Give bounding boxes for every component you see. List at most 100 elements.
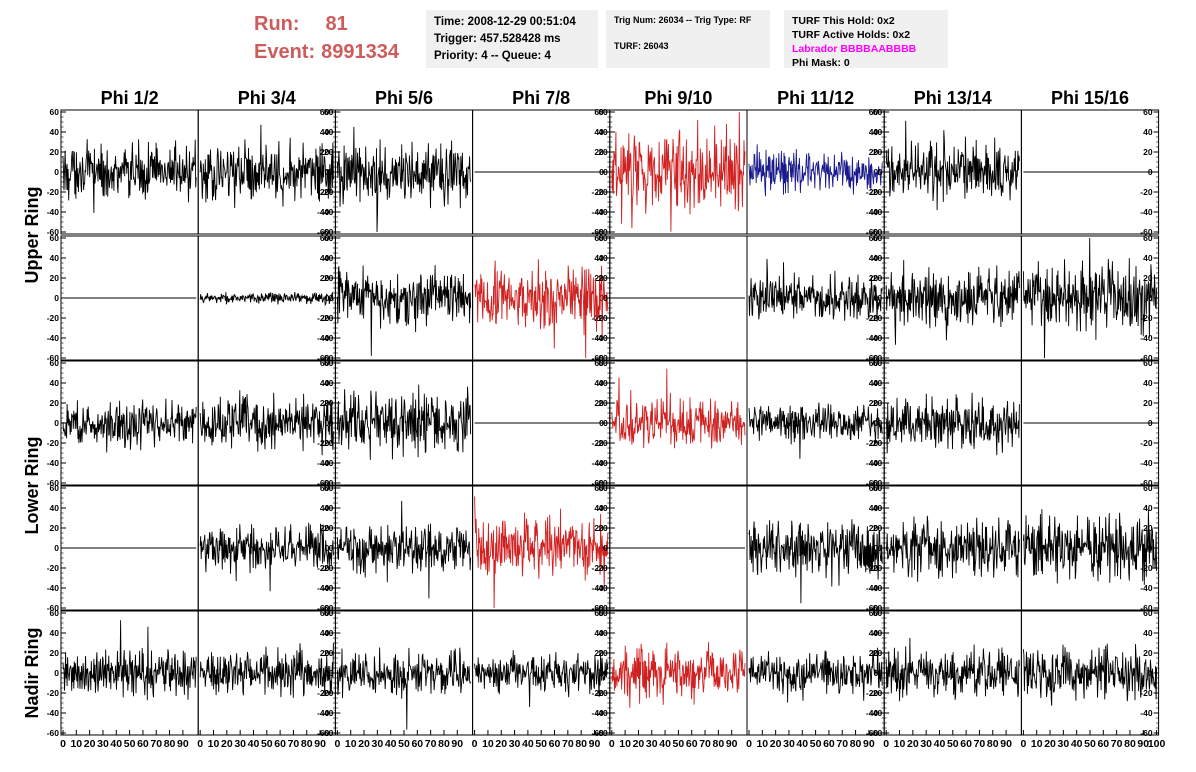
xtick-label-c8-50: 50 xyxy=(1084,738,1096,750)
priority-text: Priority: 4 -- Queue: 4 xyxy=(434,50,551,62)
ytick-label-r2-c1--60: -60 xyxy=(47,353,60,363)
xtick-label-c5-20: 20 xyxy=(633,738,645,750)
ytick-label-r1-c3-40: 40 xyxy=(324,127,334,137)
turf-text: TURF: 26043 xyxy=(614,41,669,51)
ytick-label-r5-c5-40: 40 xyxy=(598,628,608,638)
ytick-label-r1-c6--40: -40 xyxy=(866,207,879,217)
ytick-label-r1-c7--20: -20 xyxy=(870,187,883,197)
xtick-label-c5-50: 50 xyxy=(673,738,685,750)
ytick-label-r4-c1--60: -60 xyxy=(47,603,60,613)
ytick-label-r4-c8--40: -40 xyxy=(1140,583,1153,593)
waveform-r3-c6 xyxy=(748,402,883,459)
ytick-label-r1-c4-60: 60 xyxy=(594,107,604,117)
ytick-label-r3-c4--60: -60 xyxy=(592,478,605,488)
time-info-box: Time: 2008-12-29 00:51:04 Trigger: 457.5… xyxy=(426,10,598,68)
ytick-label-r4-c5--40: -40 xyxy=(596,583,609,593)
waveform-r4-c3 xyxy=(336,500,472,599)
ytick-label-r2-c8-60: 60 xyxy=(1143,233,1153,243)
xtick-label-c8-70: 70 xyxy=(1111,738,1123,750)
ytick-label-r5-c8-20: 20 xyxy=(1143,648,1153,658)
waveform-r1-c6 xyxy=(748,144,883,197)
ytick-label-r3-c6-60: 60 xyxy=(869,358,879,368)
ytick-label-r3-c3-60: 60 xyxy=(324,358,334,368)
xtick-label-c3-0: 0 xyxy=(334,738,340,750)
ytick-label-r1-c4--20: -20 xyxy=(592,187,605,197)
ytick-label-r4-c3-60: 60 xyxy=(324,483,334,493)
ytick-label-r2-c8--60: -60 xyxy=(1140,353,1153,363)
waveform-grid-chart: Phi 1/2 Phi 3/4 Phi 5/6 Phi 7/8 Phi 9/10 Phi … xyxy=(22,88,1166,750)
ytick-label-r1-c1--60: -60 xyxy=(47,227,60,237)
column-title-5: Phi 9/10 xyxy=(644,88,712,108)
ytick-label-r5-c7-60: 60 xyxy=(873,608,883,618)
ytick-label-r3-c1-0: 0 xyxy=(54,418,59,428)
time-text: Time: 2008-12-29 00:51:04 xyxy=(434,16,576,28)
ytick-label-r1-c5--40: -40 xyxy=(596,207,609,217)
ytick-label-r3-c6--60: -60 xyxy=(866,478,879,488)
ytick-label-r4-c3-40: 40 xyxy=(324,503,334,513)
column-title-7: Phi 13/14 xyxy=(914,88,992,108)
ytick-label-r4-c6--60: -60 xyxy=(866,603,879,613)
xtick-label-c5-0: 0 xyxy=(609,738,615,750)
waveform-r2-c2 xyxy=(199,291,334,307)
ytick-label-r3-c8-20: 20 xyxy=(1143,398,1153,408)
waveform-r1-c1 xyxy=(62,139,197,213)
column-title-3: Phi 5/6 xyxy=(375,88,433,108)
ytick-label-r5-c5-20: 20 xyxy=(598,648,608,658)
waveform-r1-c3 xyxy=(336,126,472,233)
ytick-label-r3-c1--60: -60 xyxy=(47,478,60,488)
xtick-label-c6-10: 10 xyxy=(756,738,768,750)
event-label: Event: xyxy=(254,41,316,63)
run-label: Run: xyxy=(254,13,300,35)
ytick-label-r5-c1-40: 40 xyxy=(50,628,60,638)
column-title-6: Phi 11/12 xyxy=(777,88,854,108)
ytick-label-r3-c8--20: -20 xyxy=(1140,438,1153,448)
ytick-label-r4-c7-20: 20 xyxy=(873,523,883,533)
xtick-label-c5-70: 70 xyxy=(699,738,711,750)
ytick-label-r2-c5--20: -20 xyxy=(596,313,609,323)
ytick-label-r5-c3-20: 20 xyxy=(324,648,334,658)
xtick-label-c6-80: 80 xyxy=(850,738,862,750)
ytick-label-r4-c3--40: -40 xyxy=(321,583,334,593)
ytick-label-r3-c1-20: 20 xyxy=(50,398,60,408)
xtick-label-c5-10: 10 xyxy=(619,738,631,750)
xtick-label-c7-30: 30 xyxy=(920,738,932,750)
ytick-label-r1-c7--40: -40 xyxy=(870,207,883,217)
xtick-label-c5-80: 80 xyxy=(713,738,725,750)
trig-num-text: Trig Num: 26034 -- Trig Type: RF xyxy=(614,15,752,25)
ytick-label-r2-c1-60: 60 xyxy=(50,233,60,243)
ytick-label-r3-c3-0: 0 xyxy=(329,418,334,428)
ytick-label-r5-c8--60: -60 xyxy=(1140,728,1153,738)
ytick-label-r5-c4--20: -20 xyxy=(592,688,605,698)
xtick-label-c2-60: 60 xyxy=(274,738,286,750)
waveform-r3-c2 xyxy=(199,390,334,456)
ytick-label-r2-c7--60: -60 xyxy=(870,353,883,363)
ytick-label-r2-c7-20: 20 xyxy=(873,273,883,283)
ytick-label-r3-c2-20: 20 xyxy=(320,398,330,408)
ytick-label-r3-c7-20: 20 xyxy=(873,398,883,408)
ytick-label-r3-c5-20: 20 xyxy=(598,398,608,408)
ytick-label-r4-c1--20: -20 xyxy=(47,563,60,573)
ytick-label-r1-c7--60: -60 xyxy=(870,227,883,237)
ytick-label-r5-c6-40: 40 xyxy=(869,628,879,638)
ytick-label-r1-c3-0: 0 xyxy=(329,167,334,177)
xtick-label-c7-60: 60 xyxy=(960,738,972,750)
ytick-label-r5-c5--20: -20 xyxy=(596,688,609,698)
ytick-label-r1-c8--40: -40 xyxy=(1140,207,1153,217)
ytick-label-r3-c7-40: 40 xyxy=(873,378,883,388)
xtick-label-c2-40: 40 xyxy=(248,738,260,750)
ytick-label-r3-c2-60: 60 xyxy=(320,358,330,368)
xtick-label-c3-70: 70 xyxy=(425,738,437,750)
ytick-label-r3-c7--60: -60 xyxy=(870,478,883,488)
ytick-label-r5-c2--40: -40 xyxy=(317,708,330,718)
ytick-label-r4-c4--60: -60 xyxy=(592,603,605,613)
ytick-label-r5-c2--20: -20 xyxy=(317,688,330,698)
ytick-label-r5-c7--20: -20 xyxy=(870,688,883,698)
xtick-label-c2-70: 70 xyxy=(288,738,300,750)
ytick-label-r5-c8--40: -40 xyxy=(1140,708,1153,718)
ytick-label-r4-c1--40: -40 xyxy=(47,583,60,593)
xtick-label-c4-60: 60 xyxy=(549,738,561,750)
waveform-r5-c2 xyxy=(199,643,334,698)
xtick-label-c7-90: 90 xyxy=(1000,738,1012,750)
waveform-r5-c1 xyxy=(62,620,197,701)
waveform-r3-c1 xyxy=(62,398,197,453)
